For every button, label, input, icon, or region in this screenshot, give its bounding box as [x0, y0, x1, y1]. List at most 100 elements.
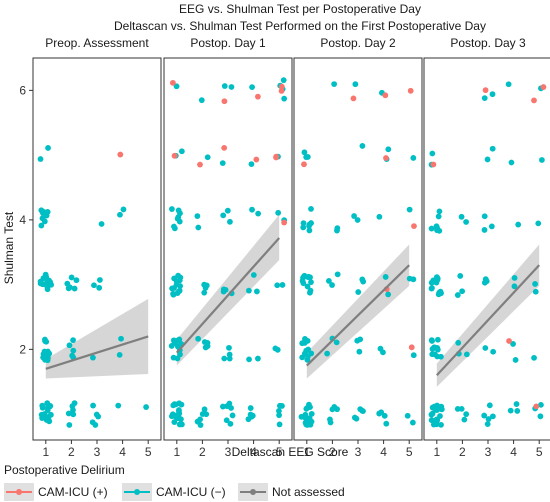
data-point [531, 354, 537, 361]
data-point [39, 404, 46, 411]
data-point [250, 272, 257, 278]
data-point [47, 411, 54, 418]
regression-line [306, 264, 410, 367]
data-point [514, 408, 521, 414]
data-point [301, 149, 308, 156]
data-point [249, 84, 255, 91]
data-point [481, 412, 488, 419]
facet-strip-label: Postop. Day 1 [190, 36, 266, 50]
data-point [70, 337, 76, 344]
data-point [428, 225, 435, 232]
data-point [69, 352, 76, 359]
data-point [229, 412, 236, 419]
data-point [333, 339, 340, 346]
data-point [434, 345, 441, 351]
x-tick-label: 2 [199, 445, 206, 459]
data-point [195, 335, 202, 342]
data-point [221, 98, 228, 105]
data-point [331, 81, 338, 88]
data-point [45, 145, 51, 151]
data-point [430, 161, 437, 168]
data-point [228, 84, 235, 90]
data-point [89, 419, 96, 426]
data-point [486, 402, 493, 409]
x-tick-label: 5 [145, 445, 152, 459]
data-point [40, 210, 46, 217]
data-point [481, 95, 488, 102]
data-point [385, 291, 392, 298]
data-point [376, 213, 383, 220]
data-point [143, 404, 150, 410]
x-tick-label: 3 [355, 445, 362, 459]
data-point [489, 413, 496, 420]
data-point [254, 93, 261, 100]
data-point [535, 220, 542, 227]
data-point [461, 416, 468, 423]
data-point [45, 417, 52, 424]
data-point [436, 208, 443, 215]
data-point [179, 421, 185, 428]
data-point [168, 206, 175, 212]
data-point [90, 402, 96, 409]
data-point [406, 275, 413, 282]
data-point [194, 213, 201, 219]
data-point [304, 356, 311, 363]
data-point [171, 338, 178, 345]
facet-strip-label: Preop. Assessment [45, 36, 149, 50]
data-point [359, 143, 366, 149]
legend-entry-label: Not assessed [272, 485, 345, 499]
data-point [301, 350, 308, 357]
data-point [459, 288, 466, 295]
data-point [281, 219, 288, 226]
legend-key-dot [134, 489, 140, 495]
data-point [204, 154, 211, 161]
x-tick-label: 2 [459, 445, 466, 459]
data-point [41, 218, 48, 225]
facet-strip-label: Postop. Day 2 [320, 36, 396, 50]
data-point [44, 357, 51, 364]
data-point [463, 411, 470, 418]
data-point [409, 419, 416, 426]
data-point [177, 351, 183, 358]
data-point [538, 157, 545, 163]
data-point [48, 281, 55, 288]
data-point [357, 406, 364, 413]
data-point [351, 414, 358, 421]
data-point [458, 213, 465, 220]
data-point [41, 411, 48, 417]
x-tick-label: 1 [303, 445, 310, 459]
data-point [484, 156, 491, 163]
data-point [433, 407, 440, 413]
data-point [437, 288, 444, 295]
data-point [40, 275, 47, 282]
x-tick-label: 1 [433, 445, 440, 459]
data-point [171, 401, 178, 408]
data-point [116, 351, 123, 358]
data-point [281, 95, 288, 102]
data-point [280, 77, 287, 84]
data-point [173, 278, 180, 285]
chart-subtitle: Deltascan vs. Shulman Test Performed on … [114, 19, 486, 33]
data-point [64, 280, 71, 287]
data-point [37, 156, 44, 162]
data-point [97, 277, 103, 283]
data-point [226, 344, 232, 351]
data-point [488, 223, 495, 230]
data-point [408, 344, 415, 351]
legend: CAM-ICU (+) CAM-ICU (−) Not assessed [4, 483, 345, 501]
x-tick-label: 5 [276, 445, 283, 459]
data-point [70, 347, 77, 354]
data-point [221, 83, 228, 89]
data-point [220, 212, 227, 219]
data-point [226, 351, 233, 358]
data-point [510, 341, 516, 347]
data-point [490, 348, 497, 355]
x-tick-label: 3 [485, 445, 492, 459]
data-point [351, 213, 357, 219]
data-point [505, 81, 512, 88]
data-point [512, 357, 519, 363]
data-point [327, 419, 334, 426]
data-point [306, 227, 313, 234]
y-tick-label: 4 [19, 213, 26, 227]
